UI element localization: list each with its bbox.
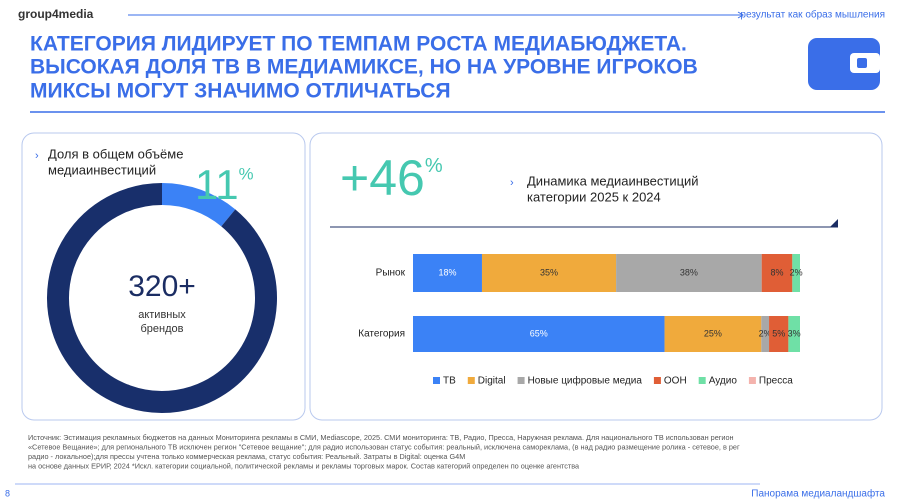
source-note: радио - локальное);для прессы учтена тол… <box>28 452 465 461</box>
page-number: 8 <box>5 488 10 498</box>
legend-label: ТВ <box>443 376 456 387</box>
legend-swatch <box>517 377 525 384</box>
donut-title: медиаинвестиций <box>48 162 156 177</box>
big-number: 11% <box>195 161 254 208</box>
bar-segment <box>788 316 800 352</box>
value-label: 2% <box>790 267 803 277</box>
divider-mark <box>830 219 838 227</box>
category-label: Рынок <box>376 268 406 279</box>
value-label: 18% <box>438 267 456 277</box>
value-label: 3% <box>788 328 801 338</box>
value-label: 8% <box>771 267 784 277</box>
source-note: на основе данных ЕРИР, 2024 *Искл. катег… <box>28 461 580 470</box>
bar-segment <box>769 316 789 352</box>
bar-segment <box>481 254 617 292</box>
value-label: 38% <box>680 267 698 277</box>
legend-label: Digital <box>478 376 506 387</box>
value-label: 2% <box>759 328 772 338</box>
legend-label: Пресса <box>759 376 793 387</box>
big-number: +46% <box>340 150 443 206</box>
center-sublabel: активных <box>138 309 186 321</box>
legend-swatch <box>653 377 661 384</box>
value-label: 25% <box>704 328 722 338</box>
value-label: 65% <box>530 328 548 338</box>
bar-segment <box>413 316 665 352</box>
title-line: КАТЕГОРИЯ ЛИДИРУЕТ ПО ТЕМПАМ РОСТА МЕДИА… <box>30 33 687 56</box>
source-note: «Сетевое Вещание»; для регионального ТВ … <box>28 442 740 451</box>
legend-swatch <box>748 377 756 384</box>
bars-title: Динамика медиаинвестиций <box>527 173 699 188</box>
left-card <box>21 132 306 421</box>
value-label: 5% <box>772 328 785 338</box>
bar-segment <box>664 316 762 352</box>
bar-segment <box>761 254 793 292</box>
header-arrow <box>737 11 744 19</box>
donut-slice <box>161 183 236 227</box>
section: Панорама медиаландшафта <box>751 488 885 500</box>
legend-label: Новые цифровые медиа <box>528 375 643 387</box>
value-label: 35% <box>540 267 558 277</box>
legend-swatch <box>433 377 440 384</box>
legend-swatch <box>467 377 475 384</box>
category-label: Категория <box>358 329 405 340</box>
tagline: результат как образ мышления <box>740 9 885 21</box>
legend-swatch <box>698 377 706 384</box>
bar-segment <box>616 254 762 292</box>
bullet: › <box>35 150 39 162</box>
logo: group4media <box>18 7 94 21</box>
bar-segment <box>413 254 482 292</box>
bar-segment <box>761 316 770 352</box>
center-label: 320+ <box>128 270 196 303</box>
bar-segment <box>792 254 800 292</box>
wallet-icon <box>808 38 880 90</box>
source-note: Источник: Эстимация рекламных бюджетов н… <box>28 433 734 442</box>
center-sublabel: брендов <box>141 323 184 335</box>
donut-title: Доля в общем объёме <box>48 146 183 161</box>
legend-label: Аудио <box>709 376 738 387</box>
title-line: ВЫСОКАЯ ДОЛЯ ТВ В МЕДИАМИКСЕ, НО НА УРОВ… <box>30 56 698 79</box>
legend-label: OOH <box>664 376 687 387</box>
title-line: МИКСЫ МОГУТ ЗНАЧИМО ОТЛИЧАТЬСЯ <box>30 80 451 103</box>
bars-title: категории 2025 к 2024 <box>527 189 661 204</box>
bullet: › <box>510 177 514 189</box>
donut-slice <box>47 183 277 413</box>
